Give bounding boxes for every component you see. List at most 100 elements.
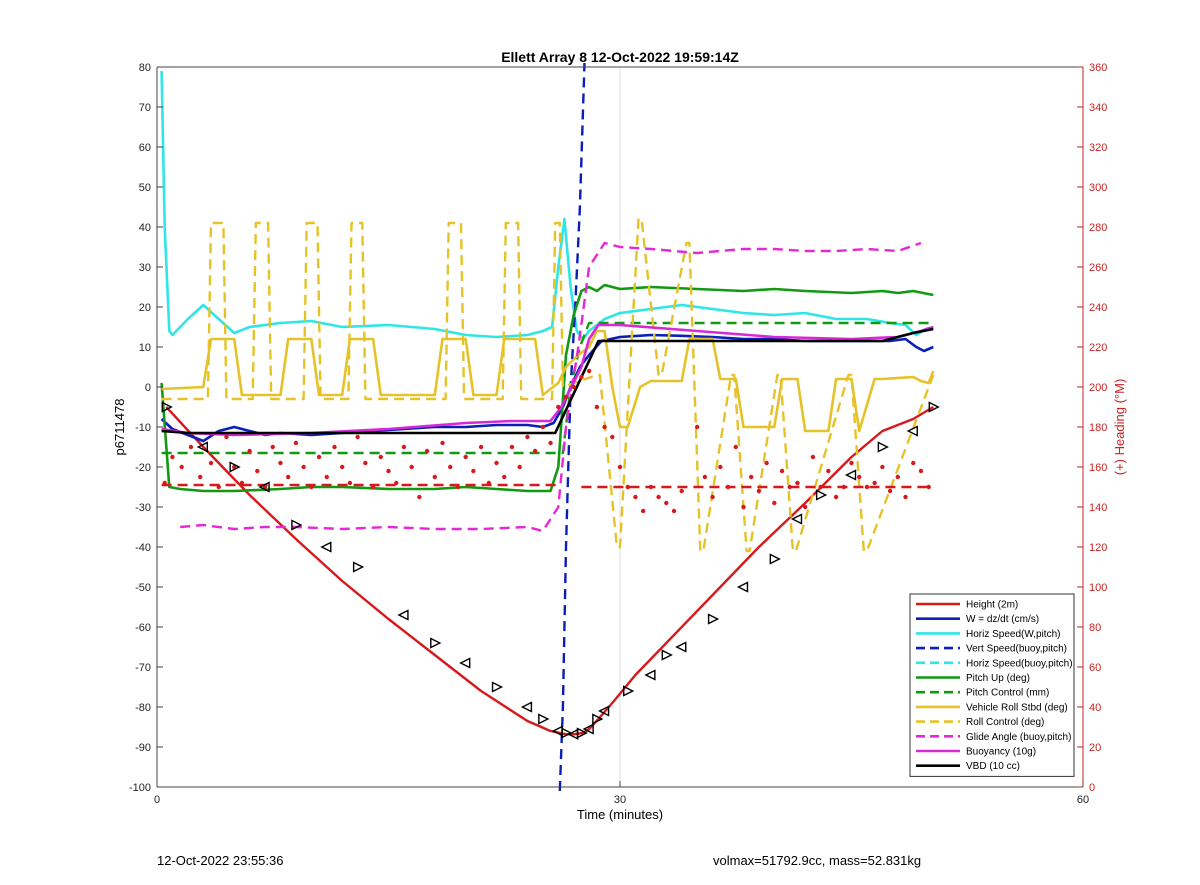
y-tick-label: -90: [135, 742, 151, 754]
y2-tick-label: 200: [1089, 382, 1107, 394]
x-tick-label: 0: [154, 794, 160, 806]
series-line-horiz_w: [160, 70, 934, 341]
heading-point: [772, 500, 777, 506]
heading-point: [324, 474, 329, 480]
heading-point: [756, 488, 762, 494]
y2-tick-label: 80: [1089, 622, 1101, 634]
heading-point: [895, 474, 900, 480]
heading-point: [188, 444, 194, 450]
heading-point: [748, 474, 754, 480]
series-line-glide: [180, 241, 922, 533]
heading-point: [355, 434, 360, 440]
heading-point: [849, 460, 854, 466]
legend-label-horiz_buoy: Horiz Speed(buoy,pitch): [966, 658, 1073, 669]
x-axis-label: Time (minutes): [577, 807, 663, 822]
heading-point: [795, 480, 800, 486]
height-marker: [769, 553, 781, 565]
height-marker: [844, 469, 857, 481]
y-tick-label: -20: [135, 462, 151, 474]
height-marker: [320, 541, 332, 553]
heading-point: [625, 484, 630, 490]
heading-point: [417, 494, 422, 500]
y2-tick-label: 20: [1089, 742, 1101, 754]
y-tick-label: -40: [135, 542, 151, 554]
y2-tick-label: 320: [1089, 142, 1107, 154]
heading-point: [448, 464, 453, 470]
legend-label-vert_buoy: Vert Speed(buoy,pitch): [966, 644, 1067, 655]
series-line-height: [165, 405, 934, 736]
heading-point: [826, 468, 831, 474]
heading-point: [198, 474, 203, 480]
heading-point: [710, 494, 715, 500]
heading-point: [679, 488, 684, 494]
legend-label-roll: Vehicle Roll Stbd (deg): [966, 702, 1068, 713]
legend-label-glide: Glide Angle (buoy,pitch): [966, 732, 1071, 743]
series-line-heading_target: [161, 483, 934, 489]
heading-point: [803, 504, 808, 510]
y2-tick-label: 260: [1089, 262, 1107, 274]
footer-vehicle-info: volmax=51792.9cc, mass=52.831kg: [713, 853, 922, 868]
legend-label-pitch_ctrl: Pitch Control (mm): [966, 688, 1049, 699]
height-marker: [430, 637, 442, 649]
heading-point: [880, 464, 885, 470]
legend: Height (2m) W = dz/dt (cm/s) Horiz Speed(W…: [909, 593, 1075, 777]
height-marker: [551, 725, 563, 737]
height-marker: [561, 727, 573, 739]
heading-point: [278, 460, 283, 466]
legend-label-roll_ctrl: Roll Control (deg): [966, 717, 1044, 728]
heading-point: [779, 468, 785, 474]
chart-title: Ellett Array 8 12-Oct-2022 19:59:14Z: [501, 49, 739, 65]
y-tick-label: 60: [139, 142, 151, 154]
heading-point: [517, 464, 522, 470]
heading-point: [579, 374, 584, 380]
heading-point: [363, 460, 368, 466]
heading-point: [386, 468, 391, 474]
heading-point: [270, 444, 275, 450]
y-tick-label: 10: [139, 342, 151, 354]
y-axis-label: p6711478: [112, 399, 127, 456]
heading-point: [872, 480, 877, 486]
heading-point: [332, 444, 337, 450]
height-marker: [397, 609, 409, 621]
series-line-pitch: [160, 283, 934, 493]
legend-label-pitch: Pitch Up (deg): [966, 673, 1030, 684]
heading-point: [471, 468, 476, 474]
legend-label-height: Height (2m): [966, 600, 1018, 611]
heading-point: [610, 434, 615, 440]
heading-point: [255, 468, 260, 474]
height-marker: [592, 713, 604, 725]
y2-tick-label: 160: [1089, 462, 1107, 474]
footer-timestamp: 12-Oct-2022 23:55:36: [157, 853, 284, 868]
heading-point: [602, 424, 607, 430]
heading-point: [741, 504, 746, 510]
height-marker: [291, 519, 303, 531]
heading-point: [478, 444, 484, 450]
y-tick-label: -10: [135, 422, 151, 434]
heading-point: [617, 464, 623, 470]
height-marker: [598, 705, 610, 717]
heading-point: [432, 474, 437, 480]
y-tick-label: 20: [139, 302, 151, 314]
y2-tick-label: 0: [1089, 782, 1095, 794]
y-tick-label: -60: [135, 622, 151, 634]
y-tick-label: 50: [139, 182, 151, 194]
y-tick-label: 80: [139, 62, 151, 74]
y2-tick-label: 120: [1089, 542, 1107, 554]
heading-point: [525, 434, 530, 440]
height-marker: [258, 481, 270, 493]
series-line-w: [160, 333, 934, 443]
heading-point: [556, 404, 561, 410]
heading-point: [640, 508, 646, 514]
heading-point: [401, 444, 407, 450]
heading-point: [887, 488, 893, 494]
y2-tick-label: 60: [1089, 662, 1101, 674]
height-marker: [790, 513, 803, 525]
heading-point: [424, 448, 430, 454]
height-marker: [161, 401, 173, 413]
legend-label-horiz_w: Horiz Speed(W,pitch): [966, 629, 1060, 640]
heading-point: [633, 494, 638, 500]
height-marker: [623, 685, 635, 697]
y2-tick-label: 300: [1089, 182, 1107, 194]
axis-layer: 0 30 60-100-90-80-70-60-50-40-30-20-100102…: [129, 62, 1107, 806]
